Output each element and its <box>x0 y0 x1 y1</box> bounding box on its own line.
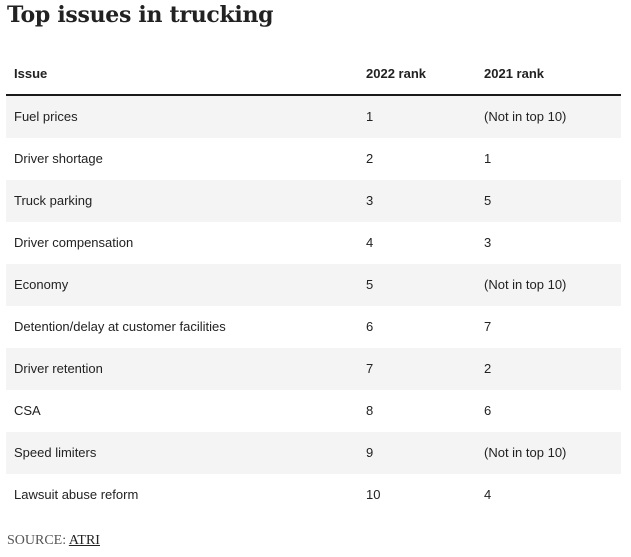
rank-2021-cell: 1 <box>484 151 492 166</box>
table-header: Issue 2022 rank 2021 rank <box>6 53 621 96</box>
issue-cell: Lawsuit abuse reform <box>14 487 139 502</box>
rank-2022-cell: 3 <box>366 193 374 208</box>
rank-2021-cell: 5 <box>484 193 492 208</box>
table-row: Speed limiters 9 (Not in top 10) <box>6 432 621 474</box>
rank-2022-cell: 4 <box>366 235 374 250</box>
rank-2022-cell: 2 <box>366 151 374 166</box>
rank-2021-cell: 6 <box>484 403 492 418</box>
table-row: Detention/delay at customer facilities 6… <box>6 306 621 348</box>
issues-table: Issue 2022 rank 2021 rank Fuel prices 1 … <box>6 53 621 516</box>
issue-cell: Economy <box>14 277 69 292</box>
rank-2022-cell: 1 <box>366 109 374 124</box>
issue-cell: CSA <box>14 403 41 418</box>
table-row: Driver shortage 2 1 <box>6 138 621 180</box>
table-row: Driver retention 7 2 <box>6 348 621 390</box>
rank-2022-cell: 7 <box>366 361 374 376</box>
rank-2021-cell: 3 <box>484 235 492 250</box>
issue-cell: Driver shortage <box>14 151 103 166</box>
table-row: Economy 5 (Not in top 10) <box>6 264 621 306</box>
issue-cell: Speed limiters <box>14 445 97 460</box>
rank-2022-cell: 8 <box>366 403 374 418</box>
table-row: Driver compensation 4 3 <box>6 222 621 264</box>
issue-cell: Driver retention <box>14 361 103 376</box>
rank-2022-cell: 10 <box>366 487 381 502</box>
table-row: Fuel prices 1 (Not in top 10) <box>6 96 621 138</box>
table-row: Lawsuit abuse reform 10 4 <box>6 474 621 516</box>
column-header-issue: Issue <box>14 66 48 81</box>
issue-cell: Truck parking <box>14 193 93 208</box>
source-line: SOURCE: ATRI <box>7 533 100 549</box>
rank-2021-cell: 2 <box>484 361 492 376</box>
issue-cell: Detention/delay at customer facilities <box>14 319 226 334</box>
page-title: Top issues in trucking <box>7 2 274 28</box>
table-row: Truck parking 3 5 <box>6 180 621 222</box>
rank-2022-cell: 6 <box>366 319 374 334</box>
column-header-2021-rank: 2021 rank <box>484 66 544 81</box>
rank-2021-cell: (Not in top 10) <box>484 277 567 292</box>
column-header-2022-rank: 2022 rank <box>366 66 426 81</box>
rank-2021-cell: 7 <box>484 319 492 334</box>
issue-cell: Fuel prices <box>14 109 78 124</box>
rank-2021-cell: (Not in top 10) <box>484 109 567 124</box>
rank-2021-cell: (Not in top 10) <box>484 445 567 460</box>
rank-2021-cell: 4 <box>484 487 492 502</box>
table-row: CSA 8 6 <box>6 390 621 432</box>
issue-cell: Driver compensation <box>14 235 134 250</box>
source-label: SOURCE: <box>7 533 67 548</box>
source-link-atri[interactable]: ATRI <box>68 533 100 548</box>
rank-2022-cell: 5 <box>366 277 374 292</box>
rank-2022-cell: 9 <box>366 445 374 460</box>
